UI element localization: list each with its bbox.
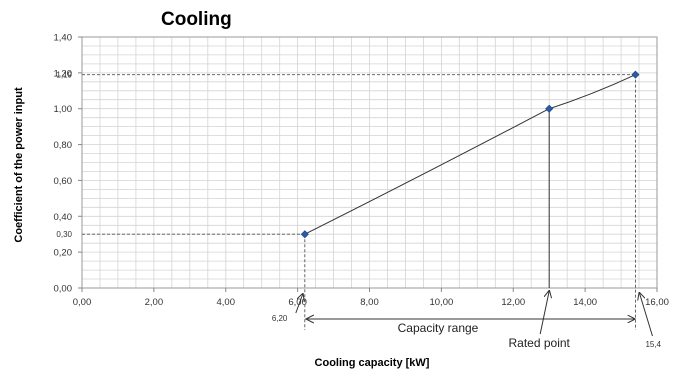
- reference-lines: 0,30 1,19: [56, 71, 636, 330]
- data-series: [300, 70, 640, 239]
- y-tick-label: 1.20: [54, 68, 73, 79]
- y-tick-label: 1,00: [54, 104, 73, 115]
- annotations: 6,20 15,4 Capacity range Rated point: [272, 291, 662, 350]
- y-tick-label: 0,60: [54, 176, 73, 187]
- y-tick-label: 0,40: [54, 212, 73, 223]
- series-line: [304, 74, 636, 235]
- y-ref-label-max: 1,19: [56, 71, 72, 80]
- x-tick-label: 16,00: [645, 297, 669, 308]
- x-tick-label: 0,00: [73, 297, 92, 308]
- x-tick-label: 6,00: [288, 297, 307, 308]
- x-tick-labels: 0,00 2,00 4,00 6,00 8,00 10,00 12,00 14,00 16,00: [73, 288, 669, 308]
- x-ref-label-max: 15,4: [645, 340, 661, 349]
- capacity-range-arrowhead-left: [304, 314, 315, 324]
- x-tick-label: 8,00: [360, 297, 379, 308]
- x-tick-label: 14,00: [573, 297, 597, 308]
- data-point: [545, 104, 554, 113]
- rated-point-label: Rated point: [508, 336, 570, 350]
- grid: [81, 36, 658, 289]
- capacity-range-label: Capacity range: [398, 321, 479, 335]
- y-tick-label: 0,80: [54, 140, 73, 151]
- chart-title: Cooling: [161, 9, 232, 30]
- y-tick-label: 0,20: [54, 248, 73, 259]
- y-axis-label: Coefficient of the power input: [13, 87, 25, 243]
- x-ref-arrow-max: [639, 293, 653, 337]
- x-ref-label-min: 6,20: [272, 314, 288, 323]
- y-ref-label-min: 0,30: [56, 230, 72, 239]
- rated-point-arrow: [539, 291, 549, 335]
- data-point: [300, 230, 309, 239]
- y-tick-label: 0,00: [54, 284, 73, 295]
- x-tick-label: 4,00: [217, 297, 236, 308]
- x-axis-label: Cooling capacity [kW]: [315, 357, 430, 369]
- y-tick-label: 1,40: [54, 33, 73, 44]
- x-tick-label: 2,00: [145, 297, 164, 308]
- data-point: [631, 70, 640, 79]
- x-tick-label: 10,00: [429, 297, 453, 308]
- x-ref-arrow-min: [295, 294, 303, 314]
- x-tick-label: 12,00: [501, 297, 525, 308]
- y-tick-labels: 0,00 0,20 0,40 0,60 0,80 1,00 1.20 1,40: [54, 33, 82, 295]
